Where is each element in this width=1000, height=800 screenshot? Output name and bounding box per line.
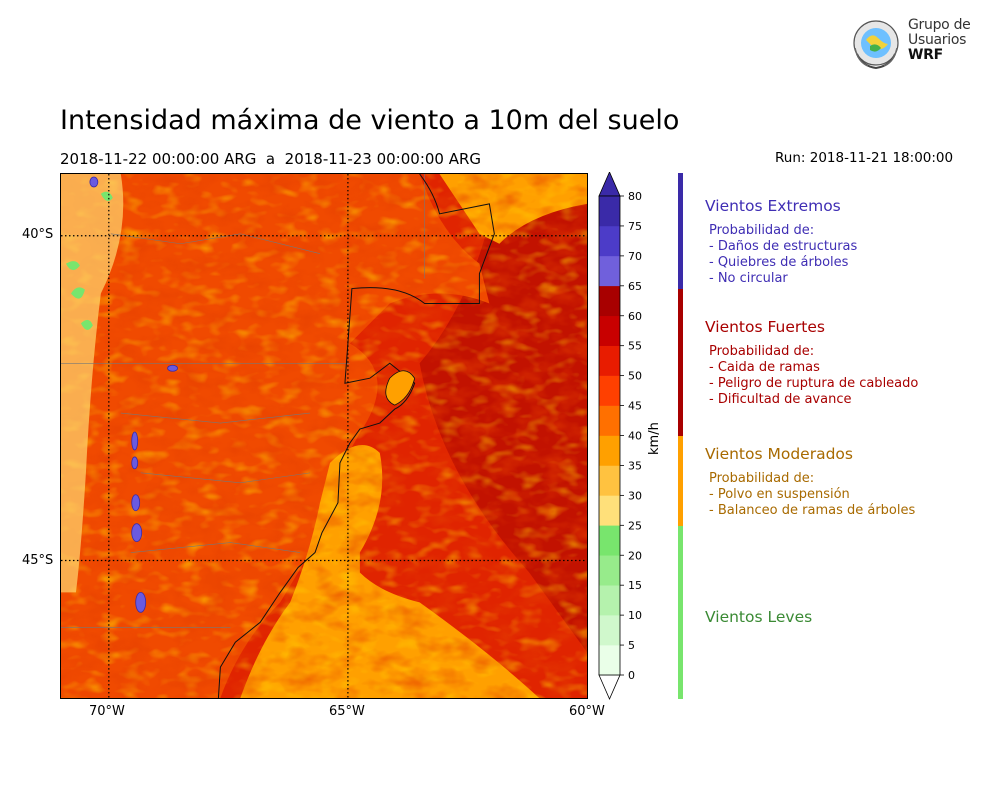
colorbar-tick-label: 65 [628, 280, 642, 293]
colorbar-segment [599, 465, 620, 496]
colorbar-tick-label: 50 [628, 370, 642, 383]
colorbar-segment [599, 525, 620, 556]
desc-item: - Caida de ramas [709, 360, 820, 375]
lon-label-65w: 65°W [329, 704, 365, 719]
wrf-logo-emblem [853, 20, 899, 70]
category-moderate-title: Vientos Moderados [705, 445, 853, 463]
colorbar-tick-label: 35 [628, 459, 642, 472]
colorbar-tick-label: 0 [628, 669, 635, 682]
colorbar-segment [599, 615, 620, 646]
colorbar-tick-label: 25 [628, 519, 642, 532]
desc-heading: Probabilidad de: [709, 344, 815, 359]
category-extreme-desc: Probabilidad de: - Daños de estructuras … [709, 223, 857, 287]
light-wind-strip [61, 174, 124, 593]
peninsula [385, 370, 416, 406]
date-range: 2018-11-22 00:00:00 ARG a 2018-11-23 00:… [60, 150, 482, 168]
colorbar-tick-label: 70 [628, 250, 642, 263]
colorbar-segment [599, 555, 620, 586]
colorbar-tick-label: 20 [628, 549, 642, 562]
colorbar-tick-label: 30 [628, 489, 642, 502]
green-spots [65, 191, 113, 330]
colorbar-extend-low [598, 674, 621, 700]
lat-label-40s: 40°S [22, 227, 54, 242]
globe-icon [853, 20, 899, 70]
logo-line-3: WRF [908, 47, 943, 63]
logo-line-1: Grupo de [908, 17, 971, 33]
desc-item: - No circular [709, 271, 788, 286]
colorbar-segment [599, 645, 620, 676]
colorbar-segment [599, 495, 620, 526]
category-light-title: Vientos Leves [705, 608, 813, 626]
colorbar: 0 5 10 15 20 25 30 35 40 45 50 55 60 65 70 75 80 [598, 172, 642, 700]
desc-item: - Balanceo de ramas de árboles [709, 503, 916, 518]
colorbar-tick-label: 40 [628, 430, 642, 443]
extreme-wind-cells [89, 176, 178, 613]
category-bar [678, 173, 683, 289]
run-timestamp: Run: 2018-11-21 18:00:00 [775, 150, 954, 166]
lon-label-60w: 60°W [569, 704, 605, 719]
colorbar-unit-label: km/h [647, 422, 662, 455]
colorbar-tick-label: 80 [628, 190, 642, 203]
page-title: Intensidad máxima de viento a 10m del su… [60, 105, 680, 136]
colorbar-extend-high [598, 172, 621, 197]
colorbar-tick-label: 5 [628, 639, 635, 652]
lat-label-45s: 45°S [22, 553, 54, 568]
colorbar-segment [599, 405, 620, 436]
colorbar-segment [599, 285, 620, 317]
coastline [217, 174, 495, 698]
colorbar-tick-label: 45 [628, 400, 642, 413]
category-strong-title: Vientos Fuertes [705, 318, 825, 336]
colorbar-tick-label: 55 [628, 340, 642, 353]
colorbar-segment [599, 375, 620, 406]
colorbar-tick-label: 60 [628, 310, 642, 323]
lon-label-70w: 70°W [89, 704, 125, 719]
colorbar-segment [599, 435, 620, 466]
colorbar-segment [599, 315, 620, 346]
colorbar-segment [599, 225, 620, 257]
colorbar-tick-label: 75 [628, 220, 642, 233]
category-strong-desc: Probabilidad de: - Caida de ramas - Peli… [709, 344, 918, 408]
desc-item: - Daños de estructuras [709, 239, 858, 254]
colorbar-tick-label: 10 [628, 609, 642, 622]
category-bar [678, 289, 683, 436]
colorbar-tick-label: 15 [628, 579, 642, 592]
colorbar-segment [599, 255, 620, 287]
category-bar [678, 526, 683, 699]
desc-heading: Probabilidad de: [709, 223, 815, 238]
logo-text: Grupo de Usuarios WRF [908, 17, 971, 63]
wind-map [60, 173, 588, 699]
colorbar-segment [599, 196, 620, 227]
logo-line-2: Usuarios [908, 32, 967, 48]
category-moderate-desc: Probabilidad de: - Polvo en suspensión -… [709, 471, 915, 519]
desc-heading: Probabilidad de: [709, 471, 815, 486]
province-boundaries [61, 174, 425, 628]
colorbar-segment [599, 585, 620, 616]
category-extreme-title: Vientos Extremos [705, 197, 841, 215]
category-bar [678, 436, 683, 526]
desc-item: - Dificultad de avance [709, 392, 852, 407]
colorbar-segment [599, 345, 620, 376]
graticule [61, 174, 587, 698]
desc-item: - Polvo en suspensión [709, 487, 850, 502]
desc-item: - Peligro de ruptura de cableado [709, 376, 919, 391]
desc-item: - Quiebres de árboles [709, 255, 849, 270]
